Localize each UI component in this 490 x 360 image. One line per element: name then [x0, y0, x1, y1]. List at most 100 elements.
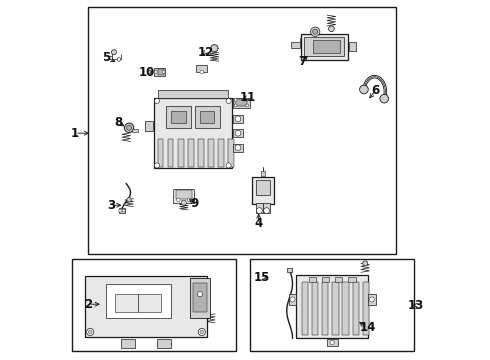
- Bar: [88, 7, 396, 254]
- Bar: [368, 294, 376, 305]
- Bar: [256, 180, 270, 195]
- Bar: [322, 277, 329, 282]
- Circle shape: [198, 328, 205, 336]
- Bar: [287, 268, 293, 272]
- Circle shape: [126, 125, 132, 130]
- Bar: [154, 98, 231, 168]
- Circle shape: [313, 29, 318, 34]
- Circle shape: [235, 130, 241, 136]
- Bar: [176, 190, 192, 199]
- Circle shape: [257, 208, 262, 213]
- Bar: [195, 106, 220, 128]
- Circle shape: [122, 209, 125, 212]
- Circle shape: [211, 45, 218, 52]
- Circle shape: [176, 198, 180, 202]
- Bar: [289, 294, 296, 305]
- Bar: [296, 275, 368, 338]
- Text: 7: 7: [298, 55, 307, 68]
- Bar: [309, 277, 316, 282]
- Bar: [121, 339, 135, 348]
- Circle shape: [124, 123, 134, 132]
- Bar: [218, 139, 223, 166]
- Text: 1: 1: [71, 127, 79, 140]
- Bar: [263, 203, 270, 213]
- Bar: [312, 282, 318, 336]
- Text: 8: 8: [114, 116, 122, 129]
- Circle shape: [197, 292, 202, 297]
- Text: 5: 5: [102, 51, 111, 64]
- Circle shape: [234, 98, 237, 101]
- Bar: [157, 69, 164, 75]
- Bar: [352, 282, 359, 336]
- Bar: [332, 282, 339, 336]
- Bar: [119, 208, 125, 213]
- Bar: [343, 282, 349, 336]
- Bar: [236, 99, 247, 106]
- Bar: [138, 294, 161, 312]
- Bar: [348, 277, 356, 282]
- Bar: [349, 42, 356, 51]
- Text: 9: 9: [191, 197, 199, 210]
- Bar: [291, 42, 300, 48]
- Circle shape: [245, 98, 248, 101]
- Circle shape: [154, 99, 160, 104]
- Bar: [106, 284, 171, 319]
- Bar: [313, 40, 340, 53]
- Bar: [252, 177, 274, 204]
- Bar: [233, 129, 244, 137]
- Circle shape: [226, 163, 231, 168]
- Text: 10: 10: [139, 66, 155, 78]
- Text: 12: 12: [197, 46, 214, 59]
- Circle shape: [187, 198, 191, 202]
- Text: 15: 15: [254, 271, 270, 284]
- Bar: [233, 115, 244, 123]
- Bar: [208, 139, 214, 166]
- Bar: [178, 139, 184, 166]
- Bar: [250, 259, 414, 351]
- Bar: [193, 283, 207, 312]
- Bar: [256, 203, 263, 213]
- Bar: [196, 65, 207, 72]
- Bar: [322, 282, 328, 336]
- Bar: [261, 171, 265, 176]
- Circle shape: [369, 297, 374, 302]
- Text: 6: 6: [371, 84, 379, 97]
- Circle shape: [119, 209, 122, 212]
- Circle shape: [181, 200, 186, 205]
- Bar: [233, 98, 250, 108]
- Bar: [228, 139, 234, 166]
- Circle shape: [88, 330, 92, 334]
- Bar: [198, 139, 203, 166]
- Bar: [158, 139, 164, 166]
- Circle shape: [360, 85, 368, 94]
- Text: 13: 13: [408, 299, 424, 312]
- Circle shape: [226, 99, 231, 104]
- Circle shape: [117, 58, 121, 61]
- Circle shape: [328, 26, 334, 32]
- Bar: [166, 106, 191, 128]
- Bar: [171, 111, 186, 123]
- Bar: [158, 90, 228, 98]
- Bar: [363, 282, 369, 336]
- Bar: [188, 139, 194, 166]
- Circle shape: [264, 208, 270, 213]
- Circle shape: [154, 163, 160, 168]
- Bar: [173, 189, 194, 203]
- Bar: [327, 339, 338, 346]
- Bar: [301, 282, 308, 336]
- Circle shape: [245, 104, 248, 107]
- Circle shape: [162, 71, 165, 73]
- Bar: [335, 277, 343, 282]
- Bar: [200, 111, 215, 123]
- Bar: [72, 259, 236, 351]
- Text: 4: 4: [255, 217, 263, 230]
- Text: 2: 2: [84, 298, 93, 311]
- Bar: [145, 121, 153, 131]
- Text: 11: 11: [240, 91, 256, 104]
- Circle shape: [87, 328, 94, 336]
- Text: 3: 3: [107, 199, 115, 212]
- Bar: [115, 294, 138, 312]
- Circle shape: [380, 94, 389, 103]
- Circle shape: [200, 70, 204, 74]
- Circle shape: [111, 50, 117, 55]
